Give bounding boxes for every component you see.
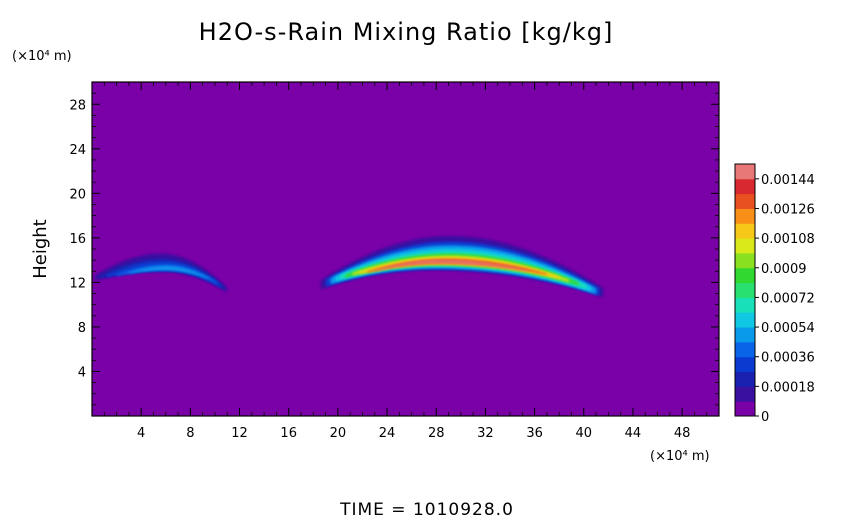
- colorbar-swatch: [735, 401, 755, 417]
- colorbar-label: 0.0009: [761, 262, 807, 277]
- left-band-core: [128, 266, 209, 280]
- colorbar-label: 0.00054: [761, 321, 815, 336]
- x-tick-label: 4: [137, 426, 145, 441]
- colorbar-label: 0.00072: [761, 291, 815, 306]
- colorbar-swatch: [735, 267, 755, 284]
- x-tick-label: 28: [428, 426, 445, 441]
- x-tick-label: 12: [231, 426, 248, 441]
- x-tick-label: 24: [379, 426, 396, 441]
- colorbar-swatch: [735, 193, 755, 209]
- colorbar-frame: [734, 163, 756, 417]
- y-tick-label: 12: [69, 276, 86, 291]
- right-band-core: [374, 260, 529, 272]
- x-tick-label: 20: [330, 426, 347, 441]
- y-tick-label: 8: [78, 321, 86, 336]
- y-axis-label: Height: [30, 219, 51, 279]
- colorbar-label: 0.00144: [761, 173, 815, 188]
- left-band-l3: [106, 261, 222, 288]
- colorbar-swatch: [735, 356, 755, 373]
- colorbar-swatch: [735, 297, 755, 313]
- colorbar-label: 0.00018: [761, 380, 815, 395]
- colorbar-swatch: [735, 238, 755, 254]
- colorbar-swatch: [735, 252, 755, 269]
- colorbar-swatch: [735, 371, 755, 387]
- x-tick-label: 44: [625, 426, 642, 441]
- x-tick-label: 48: [674, 426, 691, 441]
- y-axis-unit: (×10⁴ m): [12, 49, 72, 64]
- colorbar-label: 0.00036: [761, 351, 815, 366]
- x-tick-label: 40: [575, 426, 592, 441]
- colorbar-swatch: [735, 208, 755, 224]
- x-tick-label: 36: [526, 426, 543, 441]
- colorbar-swatch: [735, 327, 755, 343]
- colorbar-label: 0: [761, 410, 769, 425]
- colorbar-swatch: [735, 386, 755, 402]
- y-tick-label: 20: [69, 187, 86, 202]
- colorbar-label: 0.00126: [761, 202, 815, 217]
- y-tick-label: 28: [69, 98, 86, 113]
- colorbar-swatch: [735, 312, 755, 328]
- colorbar-label: 0.00108: [761, 232, 815, 247]
- colorbar-swatch: [735, 164, 755, 180]
- y-tick-label: 4: [78, 365, 86, 380]
- x-tick-label: 32: [477, 426, 494, 441]
- colorbar-swatch: [735, 341, 755, 358]
- y-axis-ticks: 4 8 12 16 20 24 28: [69, 92, 719, 406]
- y-tick-label: 24: [69, 143, 86, 158]
- rain-bands: [94, 236, 604, 298]
- x-tick-label: 8: [186, 426, 194, 441]
- x-axis-ticks: 4 8 12 16 20 24 28 32 36 40 44 48: [103, 82, 708, 441]
- time-label: TIME = 1010928.0: [339, 500, 514, 519]
- left-band-outer: [94, 253, 228, 293]
- colorbar: 0 0.00018 0.00036 0.00054 0.00072 0.0009 0.001…: [734, 163, 815, 425]
- x-tick-label: 16: [280, 426, 297, 441]
- colorbar-swatch: [735, 282, 755, 298]
- colorbar-swatch: [735, 178, 755, 195]
- colorbar-swatch: [735, 223, 755, 239]
- y-tick-label: 16: [69, 232, 86, 247]
- x-axis-unit: (×10⁴ m): [650, 449, 710, 464]
- chart-title: H2O-s-Rain Mixing Ratio [kg/kg]: [199, 18, 614, 46]
